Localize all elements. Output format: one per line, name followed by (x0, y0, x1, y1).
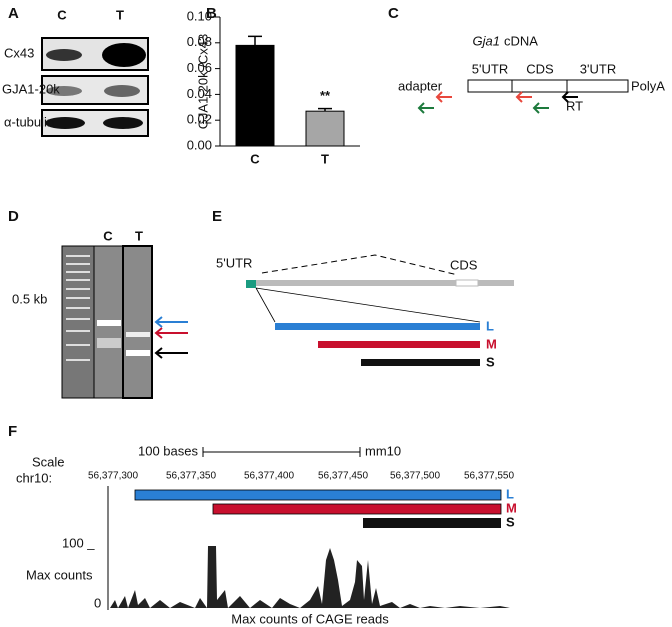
lane-label: C (57, 7, 67, 22)
coord-label: 56,377,450 (318, 471, 368, 482)
band-label: GJA1-20k (2, 81, 60, 96)
cds-label: CDS (450, 257, 478, 272)
lane-label: T (135, 228, 143, 243)
cage-track (110, 546, 510, 608)
isoform-label: S (486, 354, 495, 369)
panel-label: F (8, 423, 17, 440)
scale-bar (202, 447, 361, 457)
gene-name: Gja1 (473, 33, 500, 48)
x-axis-label: Max counts of CAGE reads (231, 611, 389, 626)
gel-ladder (61, 245, 95, 399)
isoform-bar (212, 503, 502, 515)
lane-label: C (103, 228, 113, 243)
y-axis-label: Max counts (26, 567, 93, 582)
band-label: α-tubulin (4, 114, 54, 129)
y-axis-label: GJA1-20k /Cx43 (195, 34, 210, 129)
panel-label: A (8, 5, 19, 22)
band (46, 86, 82, 96)
band (102, 43, 146, 67)
y-tick-label: 0.08 (187, 34, 212, 49)
bar (235, 44, 275, 147)
region-label: 3'UTR (580, 61, 616, 76)
isoform-bar (361, 359, 480, 366)
panel-label: C (388, 5, 399, 22)
isoform-bar (134, 489, 502, 501)
isoform-label: L (506, 486, 514, 501)
y-tick-label: 0.04 (187, 86, 212, 101)
isoform-label: M (486, 336, 497, 351)
band-label: Cx43 (4, 45, 34, 60)
gel-lane (122, 245, 153, 399)
isoform-bar (363, 518, 501, 528)
assembly-label: mm10 (365, 443, 401, 458)
coord-label: 56,377,550 (464, 471, 514, 482)
utr-block (246, 280, 256, 288)
coord-label: 56,377,500 (390, 471, 440, 482)
region-label: CDS (526, 61, 554, 76)
gel-band (97, 338, 121, 348)
isoform-label: M (506, 500, 517, 515)
band (46, 49, 82, 61)
isoform-label: L (486, 318, 494, 333)
polya-label: PolyA (631, 78, 665, 93)
y-tick-label: 0.06 (187, 60, 212, 75)
isoform-bar (318, 341, 480, 348)
coord-label: 56,377,300 (88, 471, 138, 482)
isoform-label: S (506, 514, 515, 529)
chrom-label: chr10: (16, 470, 52, 485)
scale-label: Scale (32, 454, 65, 469)
size-label: 0.5 kb (12, 291, 47, 306)
ladder-bands (66, 255, 90, 361)
bar (305, 110, 345, 147)
adapter-label: adapter (398, 78, 443, 93)
coord-label: 56,377,400 (244, 471, 294, 482)
panel-label: B (206, 5, 217, 22)
gene-track (246, 280, 514, 286)
gel-band (126, 350, 150, 356)
coord-label: 56,377,350 (166, 471, 216, 482)
isoform-bar (275, 323, 480, 330)
bar-chart: 0.00 0.02 0.04 0.06 0.08 0.10 GJA1-20k /Cx43 C T… (187, 8, 360, 166)
y-tick-label: 0.02 (187, 112, 212, 127)
band (104, 85, 140, 97)
band (103, 117, 143, 129)
annotation: ** (320, 88, 331, 103)
rt-label: RT (566, 98, 583, 113)
x-tick-label: C (250, 151, 260, 166)
panel-label: E (212, 208, 222, 225)
cds-block (455, 279, 479, 287)
bases-label: 100 bases (138, 443, 198, 458)
zoom-lines (255, 287, 481, 323)
utr-label: 5'UTR (216, 255, 252, 270)
region-label: 5'UTR (472, 61, 508, 76)
lane-label: T (116, 7, 124, 22)
band (45, 117, 85, 129)
splice (261, 254, 459, 276)
cdna-box (467, 79, 629, 93)
gene-suffix: cDNA (504, 33, 538, 48)
y-tick-label: 0.00 (187, 137, 212, 152)
gel-band (126, 332, 150, 337)
y-min-label: 0 (94, 595, 101, 610)
panel-label: D (8, 208, 19, 225)
y-max-label: 100 _ (62, 535, 95, 550)
band-arrows (154, 316, 188, 359)
gel-band (97, 320, 121, 326)
x-tick-label: T (321, 151, 329, 166)
y-tick-label: 0.10 (187, 8, 212, 23)
primers (417, 91, 578, 114)
